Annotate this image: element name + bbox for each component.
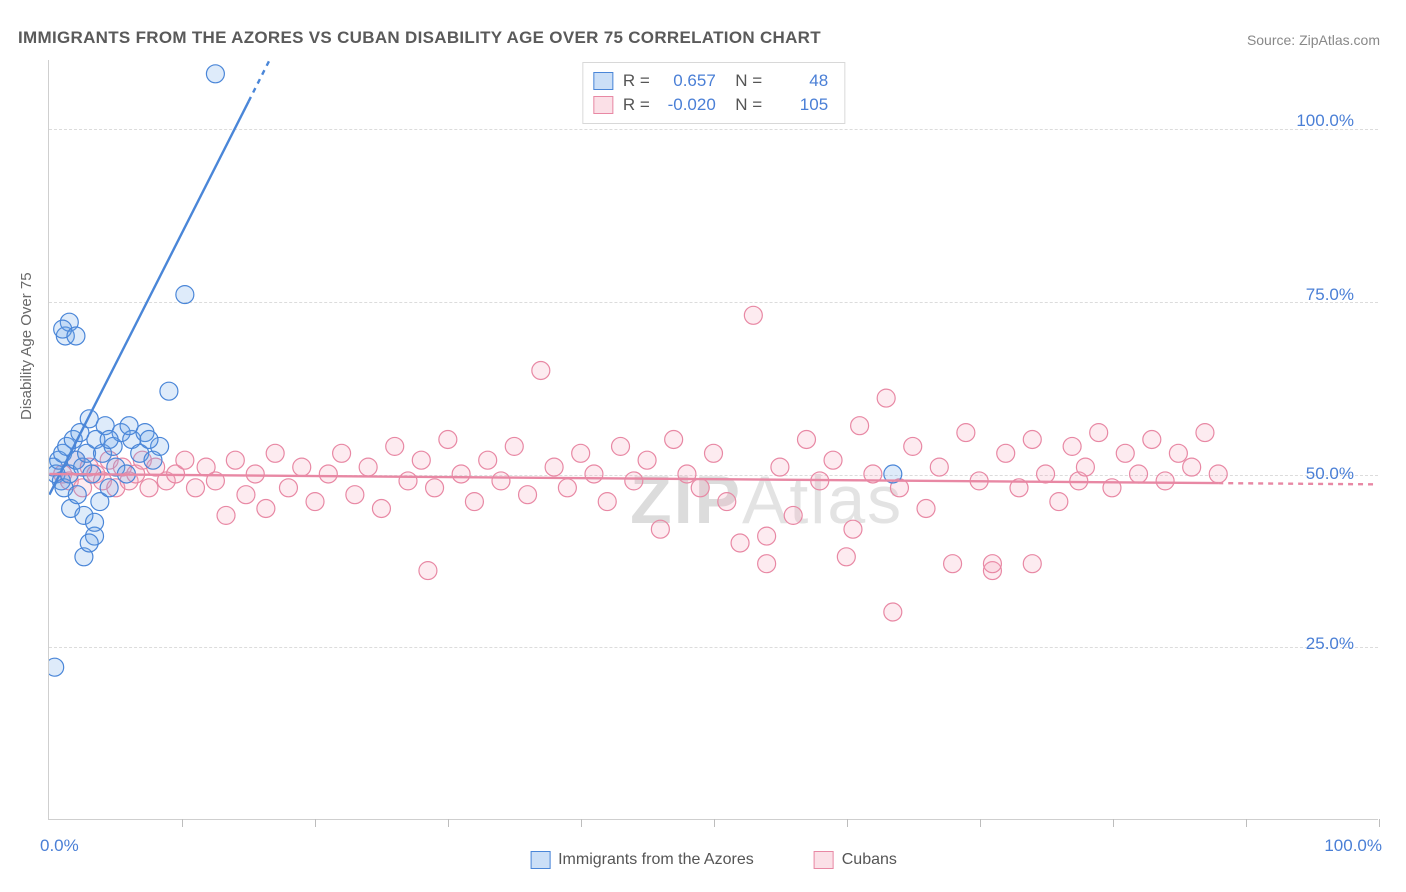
swatch-azores-icon xyxy=(593,72,613,90)
swatch-cubans-icon xyxy=(593,96,613,114)
legend-item-cubans: Cubans xyxy=(814,851,897,869)
stat-n-label-b: N = xyxy=(726,93,762,117)
stat-n-azores: 48 xyxy=(772,69,828,93)
stat-r-azores: 0.657 xyxy=(660,69,716,93)
stat-row-cubans: R = -0.020 N = 105 xyxy=(593,93,828,117)
stat-r-cubans: -0.020 xyxy=(660,93,716,117)
x-min-label: 0.0% xyxy=(40,836,79,856)
y-axis-label: Disability Age Over 75 xyxy=(18,272,35,420)
stat-box: R = 0.657 N = 48 R = -0.020 N = 105 xyxy=(582,62,845,124)
stat-n-label: N = xyxy=(726,69,762,93)
plot-area: ZIPAtlas 100.0% 75.0% 50.0% 25.0% R = 0.… xyxy=(48,60,1378,820)
legend-label-azores: Immigrants from the Azores xyxy=(558,851,754,869)
stat-row-azores: R = 0.657 N = 48 xyxy=(593,69,828,93)
scatter-svg xyxy=(49,60,1378,819)
x-max-label: 100.0% xyxy=(1324,836,1382,856)
stat-r-label-b: R = xyxy=(623,93,650,117)
source-label: Source: ZipAtlas.com xyxy=(1247,32,1380,48)
legend-swatch-azores-icon xyxy=(530,851,550,869)
stat-r-label: R = xyxy=(623,69,650,93)
legend-swatch-cubans-icon xyxy=(814,851,834,869)
legend-item-azores: Immigrants from the Azores xyxy=(530,851,754,869)
legend: Immigrants from the Azores Cubans xyxy=(530,851,897,869)
stat-n-cubans: 105 xyxy=(772,93,828,117)
legend-label-cubans: Cubans xyxy=(842,851,897,869)
chart-title: IMMIGRANTS FROM THE AZORES VS CUBAN DISA… xyxy=(18,28,821,48)
